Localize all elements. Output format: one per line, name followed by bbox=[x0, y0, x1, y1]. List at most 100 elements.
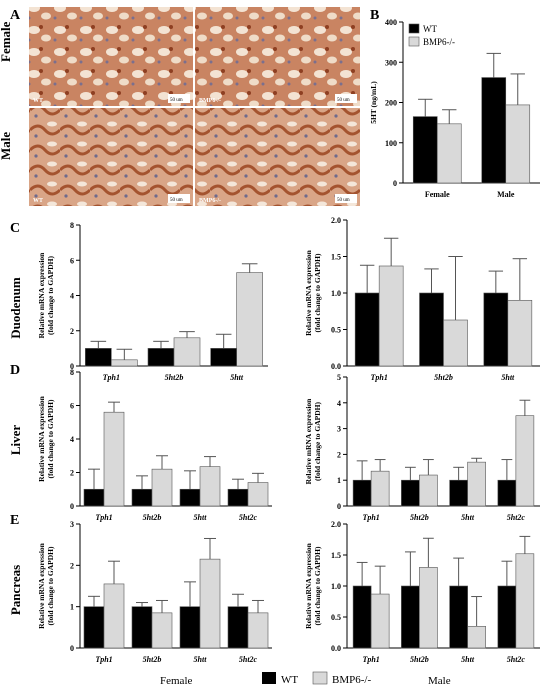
y-tick-label: 0 bbox=[393, 179, 397, 188]
y-tick-label: 2.0 bbox=[331, 520, 341, 529]
footer-legend: Female WT BMP6-/- Male bbox=[160, 671, 451, 687]
y-tick-label: 8 bbox=[70, 368, 74, 377]
row-label-duodenum: Duodenum bbox=[8, 277, 23, 339]
legend-swatch bbox=[408, 36, 420, 47]
category-label: 5ht2c bbox=[239, 655, 258, 664]
y-tick-label: 0 bbox=[70, 362, 74, 371]
y-tick-label: 300 bbox=[385, 58, 397, 67]
bar bbox=[507, 299, 533, 367]
bar bbox=[443, 319, 468, 367]
bar bbox=[401, 585, 420, 649]
category-label: 5ht2b bbox=[143, 513, 162, 522]
micrograph-male-ko bbox=[195, 108, 360, 206]
bar bbox=[247, 612, 269, 649]
category-label: 5ht2c bbox=[507, 655, 526, 664]
micro-row-label-male: Male bbox=[0, 132, 13, 160]
category-label: 5ht2c bbox=[239, 513, 258, 522]
bar bbox=[449, 479, 468, 507]
bar bbox=[419, 567, 438, 649]
bar bbox=[467, 461, 486, 507]
bar bbox=[210, 348, 237, 367]
category-label: 5htt bbox=[230, 373, 244, 382]
category-label: Tph1 bbox=[103, 373, 120, 382]
legend-swatch-wt bbox=[262, 672, 276, 684]
scale-bar-label: 50 um bbox=[170, 98, 183, 103]
y-tick-label: 1.5 bbox=[331, 253, 341, 262]
scale-bar-label: 50 um bbox=[337, 198, 350, 203]
scale-bar bbox=[168, 94, 190, 103]
footer-male: Male bbox=[428, 675, 451, 687]
footer-female: Female bbox=[160, 675, 192, 687]
y-tick-label: 3 bbox=[337, 425, 341, 434]
bar bbox=[497, 585, 517, 649]
y-tick-label: 1.5 bbox=[331, 551, 341, 560]
bar bbox=[173, 337, 201, 367]
y-tick-label: 0 bbox=[70, 502, 74, 511]
bar bbox=[483, 292, 509, 367]
category-label: Tph1 bbox=[362, 513, 379, 522]
y-tick-label: 2 bbox=[337, 450, 341, 459]
row-label-liver: Liver bbox=[8, 425, 23, 456]
bar bbox=[419, 292, 444, 367]
scale-bar-label: 50 um bbox=[170, 198, 183, 203]
y-tick-label: 4 bbox=[70, 435, 74, 444]
category-label: 5ht2b bbox=[143, 655, 162, 664]
category-label: Tph1 bbox=[95, 655, 112, 664]
category-label: Female bbox=[425, 190, 450, 199]
y-tick-label: 6 bbox=[70, 256, 74, 265]
bar bbox=[199, 558, 221, 649]
category-label: 5htt bbox=[194, 655, 208, 664]
bar bbox=[85, 348, 112, 367]
panel-letter-e: E bbox=[10, 513, 19, 528]
legend-label-wt: WT bbox=[281, 674, 298, 686]
y-tick-label: 1.0 bbox=[331, 289, 341, 298]
bar bbox=[227, 606, 249, 649]
y-axis-title: Relative mRNA expression bbox=[37, 542, 46, 629]
panel-letter-d: D bbox=[10, 363, 20, 378]
y-tick-label: 2 bbox=[70, 327, 74, 336]
panel-letter-a: A bbox=[10, 8, 21, 23]
category-label: 5ht2c bbox=[507, 513, 526, 522]
bar bbox=[401, 479, 420, 507]
bar bbox=[419, 474, 438, 507]
y-tick-label: 0.5 bbox=[331, 613, 341, 622]
chart-d-male: 0 1 2 3 4 5 Relative mRNA expression (fold chan… bbox=[304, 373, 540, 522]
chart-c-female: 0 2 4 6 8 Relative mRNA expression (fold chang… bbox=[37, 221, 268, 382]
chart-e-male: 0.0 0.5 1.0 1.5 2.0 Relative mRNA expression(… bbox=[304, 520, 540, 664]
category-label: Tph1 bbox=[95, 513, 112, 522]
y-axis-title: (fold change to GAPDH) bbox=[46, 399, 55, 478]
bar bbox=[436, 123, 462, 184]
y-axis-title: (fold change to GAPDH) bbox=[46, 546, 55, 625]
bar bbox=[199, 466, 221, 507]
bar bbox=[83, 606, 105, 649]
panel-letter-b: B bbox=[370, 8, 379, 23]
chart-e-female: 0 1 2 3 Relative mRNA expression (fold change… bbox=[37, 520, 272, 664]
panel-a: A Female Male WT BMP6-/- WT BMP6-/- 50 u… bbox=[0, 7, 360, 206]
bar bbox=[481, 77, 507, 184]
micrograph-tag: WT bbox=[33, 98, 43, 104]
y-tick-label: 2 bbox=[70, 469, 74, 478]
bar bbox=[354, 292, 380, 367]
micrograph-tag: BMP6-/- bbox=[199, 198, 221, 204]
bar bbox=[236, 272, 263, 367]
y-tick-label: 1 bbox=[337, 476, 341, 485]
y-tick-label: 2 bbox=[70, 561, 74, 570]
bar bbox=[147, 348, 175, 367]
y-tick-label: 1 bbox=[70, 603, 74, 612]
bar bbox=[131, 606, 153, 649]
y-axis-title: (fold change to GAPDH) bbox=[313, 546, 322, 625]
y-axis-title: 5HT (ng/mL) bbox=[369, 81, 378, 124]
bar bbox=[103, 411, 125, 507]
category-label: 5htt bbox=[461, 513, 475, 522]
chart-d-female: 0 2 4 6 8 Relative mRNA expression (fold chang… bbox=[37, 368, 272, 522]
category-label: Male bbox=[497, 190, 515, 199]
micrograph-male-wt bbox=[29, 108, 193, 206]
category-label: 5htt bbox=[461, 655, 475, 664]
panel-letter-c: C bbox=[10, 221, 20, 236]
bar bbox=[179, 606, 201, 649]
micrograph-female-wt bbox=[29, 7, 193, 106]
category-label: 5ht2b bbox=[410, 513, 429, 522]
y-tick-label: 0.0 bbox=[331, 362, 341, 371]
category-label: 5ht2b bbox=[165, 373, 184, 382]
